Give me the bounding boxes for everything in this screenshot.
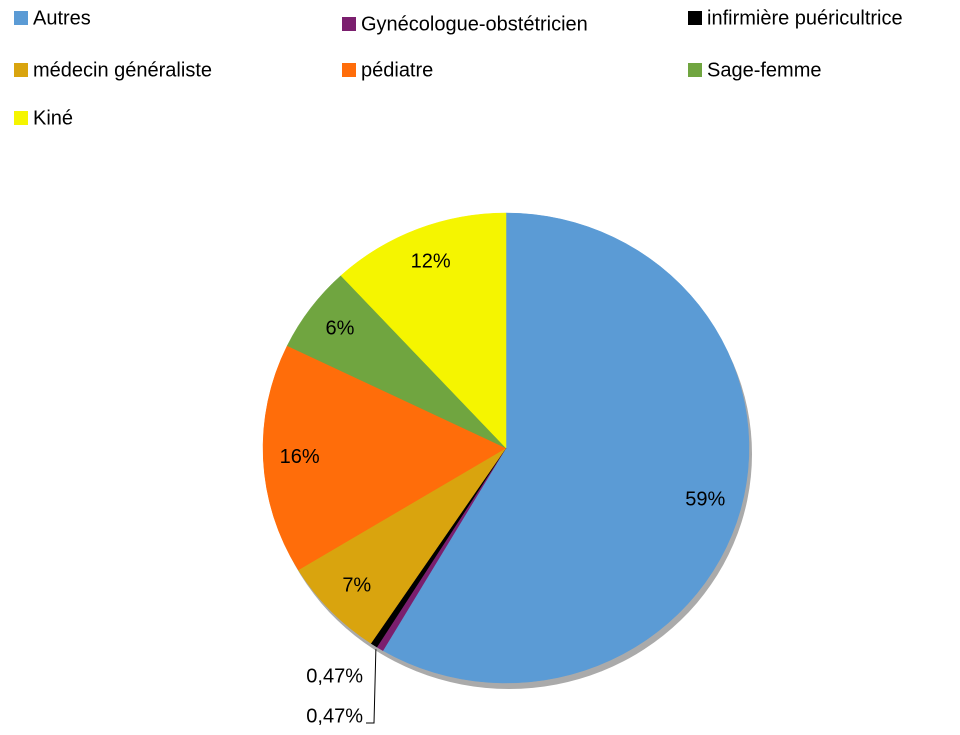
leader-line bbox=[366, 649, 377, 724]
data-label: 0,47% bbox=[306, 705, 363, 727]
legend-label: Autres bbox=[33, 7, 91, 29]
data-label: 12% bbox=[411, 250, 451, 272]
data-label: 6% bbox=[326, 317, 355, 339]
legend-label: médecin généraliste bbox=[33, 59, 212, 81]
legend-swatch bbox=[14, 11, 28, 25]
legend-swatch bbox=[342, 17, 356, 31]
pie-slice bbox=[262, 345, 507, 571]
legend-label: Gynécologue-obstétricien bbox=[361, 13, 588, 35]
legend: Autres Gynécologue-obstétricien infirmière… bbox=[14, 7, 903, 129]
data-label: 0,47% bbox=[306, 665, 363, 687]
legend-swatch bbox=[342, 63, 356, 77]
legend-label: infirmière puéricultrice bbox=[707, 7, 903, 29]
pie-slice bbox=[297, 447, 507, 644]
legend-label: Sage-femme bbox=[707, 59, 822, 81]
legend-swatch bbox=[688, 11, 702, 25]
legend-label: Kiné bbox=[33, 107, 73, 129]
pie: 59% 0,47% 0,47% 7% 16% 6% 12% bbox=[262, 212, 752, 727]
pie-slice bbox=[340, 212, 507, 449]
pie-slice bbox=[382, 212, 750, 684]
legend-swatch bbox=[14, 111, 28, 125]
legend-swatch bbox=[688, 63, 702, 77]
data-label: 7% bbox=[342, 574, 371, 596]
data-label: 16% bbox=[280, 446, 320, 468]
legend-label: pédiatre bbox=[361, 59, 433, 81]
legend-swatch bbox=[14, 63, 28, 77]
data-label: 59% bbox=[685, 489, 725, 511]
